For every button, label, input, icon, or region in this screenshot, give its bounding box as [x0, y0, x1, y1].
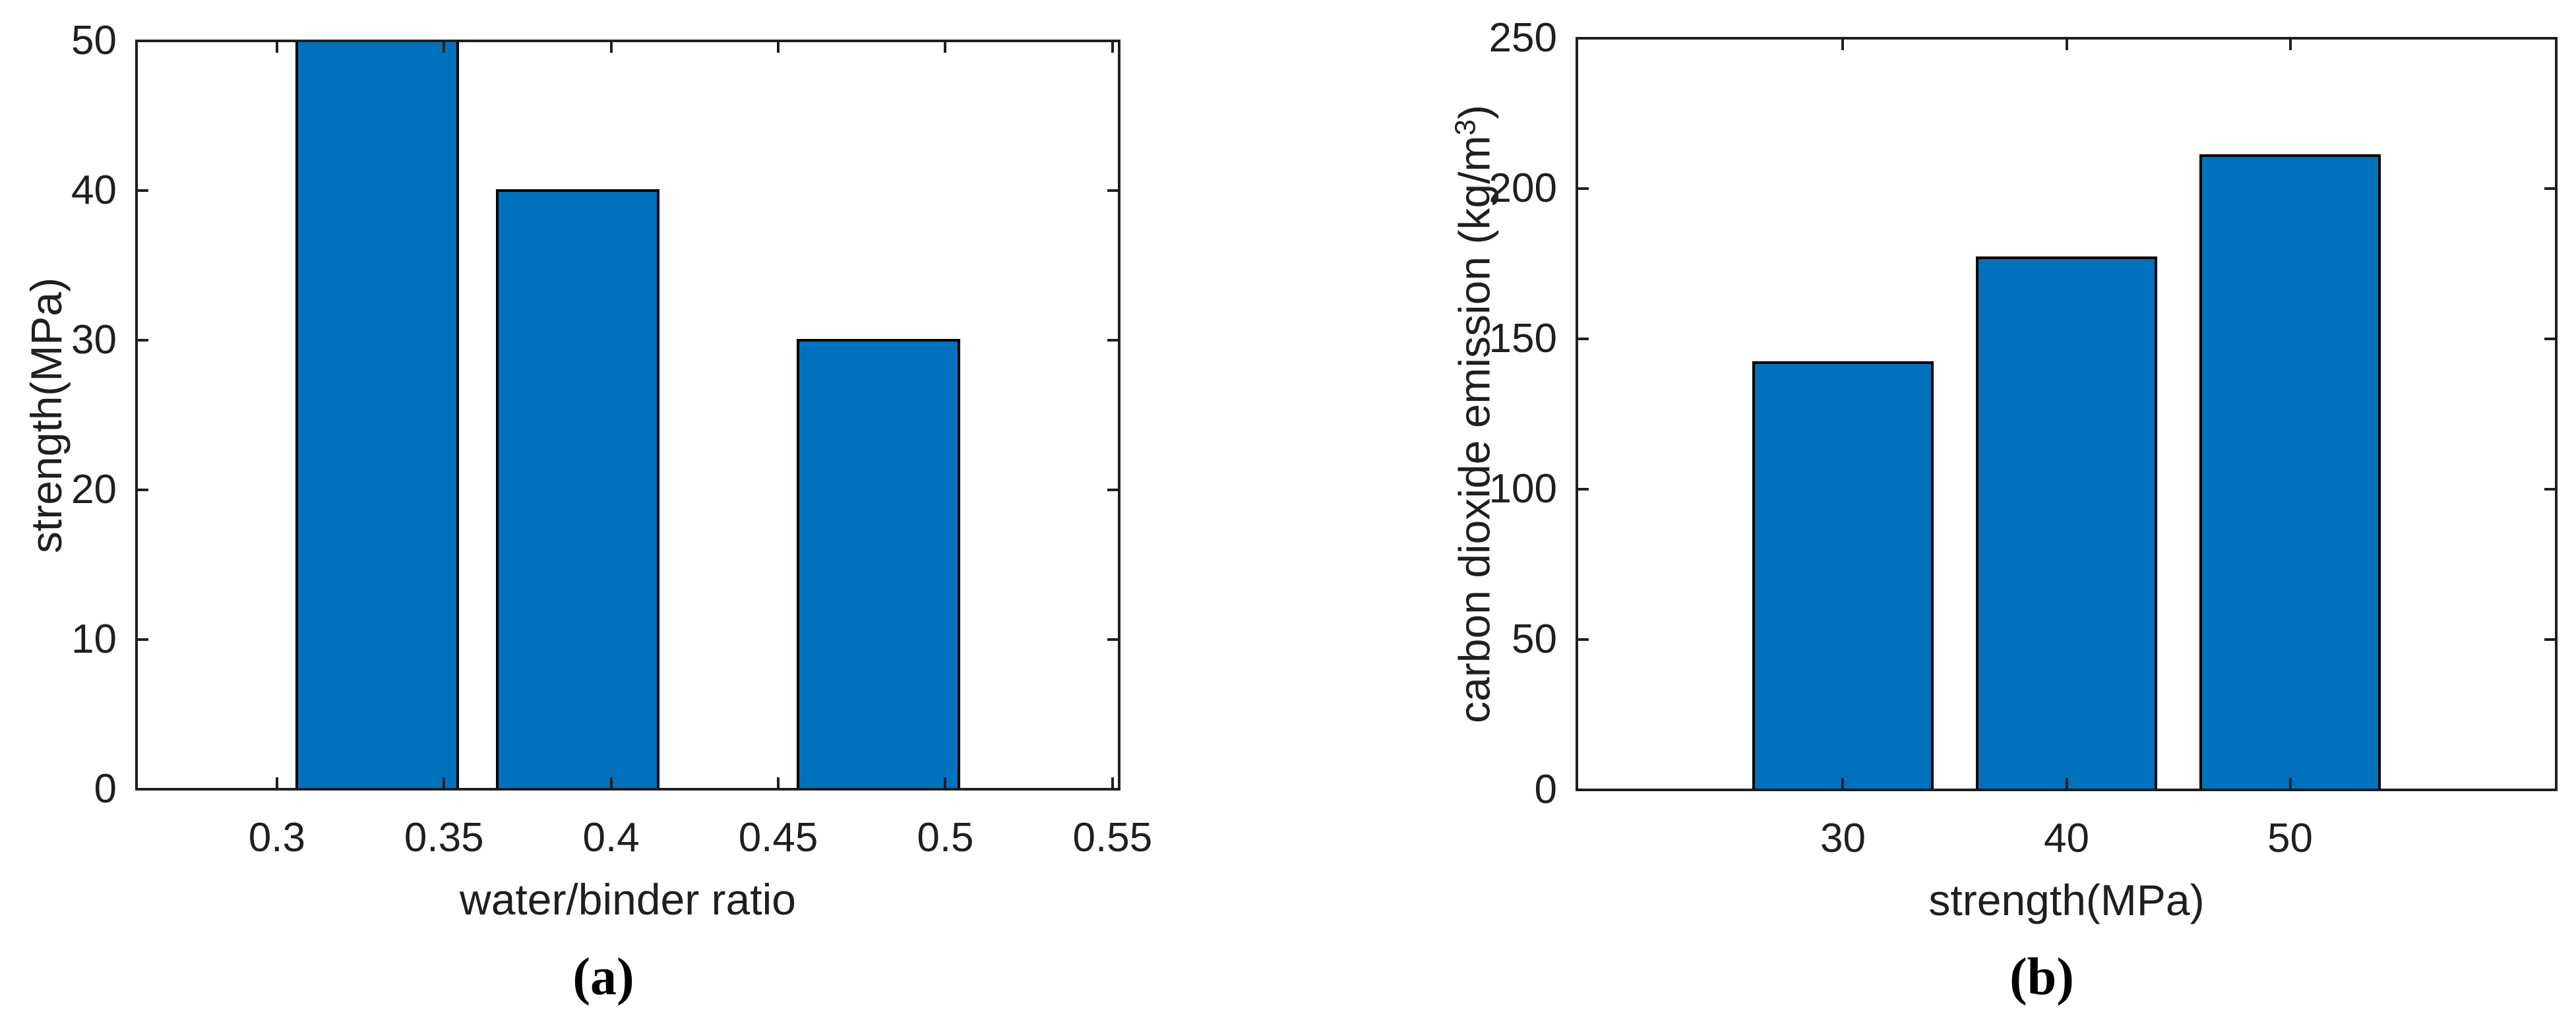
y-tick-mark-right [2544, 338, 2556, 340]
y-tick-mark-right [2544, 638, 2556, 641]
y-tick-mark-right [1107, 638, 1119, 641]
y-tick-label: 100 [1488, 466, 1557, 512]
y-tick-mark [1577, 338, 1589, 340]
y-tick-label: 250 [1488, 15, 1557, 61]
y-tick-mark [1577, 187, 1589, 190]
x-tick-label: 0.55 [1072, 815, 1153, 860]
x-tick-label: 0.45 [738, 815, 818, 860]
x-tick-label: 0.4 [582, 815, 640, 860]
y-tick-mark [1577, 789, 1589, 791]
x-tick-mark-top [944, 41, 947, 53]
bar-b-2 [1975, 256, 2158, 791]
x-axis-label-a: water/binder ratio [460, 875, 796, 924]
bar-a-1 [295, 40, 459, 791]
y-tick-label: 20 [71, 467, 117, 512]
y-tick-mark-right [1107, 40, 1119, 42]
x-tick-mark [1841, 778, 1845, 790]
x-tick-label: 50 [2267, 816, 2314, 861]
x-tick-label: 30 [1820, 816, 1866, 861]
bar-b-3 [2199, 154, 2381, 791]
caption-b: (b) [2009, 948, 2074, 1006]
x-tick-label: 0.5 [917, 815, 974, 860]
y-tick-label: 50 [1512, 616, 1557, 662]
x-tick-mark-top [1841, 38, 1845, 50]
x-tick-mark [2288, 778, 2292, 790]
y-tick-mark [137, 489, 148, 491]
x-tick-mark-top [1111, 41, 1114, 53]
x-tick-mark [275, 777, 278, 789]
x-tick-label: 40 [2044, 816, 2089, 861]
x-axis-label-b: strength(MPa) [1928, 876, 2205, 924]
axes-box-b [1576, 37, 2558, 791]
y-tick-label: 40 [71, 167, 117, 213]
y-tick-mark [137, 40, 148, 42]
y-tick-label: 0 [94, 766, 117, 812]
axes-box-a [135, 40, 1120, 791]
y-tick-mark [137, 189, 148, 192]
y-tick-label: 30 [71, 317, 117, 363]
y-tick-mark [137, 788, 148, 791]
y-tick-mark [1577, 638, 1589, 641]
x-tick-mark-top [2065, 38, 2068, 50]
x-tick-mark [609, 777, 613, 789]
y-tick-mark [1577, 37, 1589, 40]
y-tick-label: 150 [1488, 316, 1557, 361]
x-tick-mark [1111, 777, 1114, 789]
x-tick-mark [944, 777, 947, 789]
caption-a: (a) [572, 948, 634, 1006]
y-tick-mark-right [2544, 187, 2556, 190]
y-tick-mark-right [1107, 788, 1119, 791]
x-tick-label: 0.3 [248, 815, 305, 860]
y-tick-label: 50 [71, 18, 117, 63]
y-tick-mark-right [1107, 189, 1119, 192]
x-tick-mark-top [443, 41, 446, 53]
y-tick-mark-right [2544, 789, 2556, 791]
y-tick-mark-right [2544, 488, 2556, 491]
superscript: 3 [1449, 119, 1482, 136]
x-tick-mark [443, 777, 446, 789]
x-tick-label: 0.35 [404, 815, 484, 860]
y-tick-mark-right [2544, 37, 2556, 40]
bar-b-1 [1752, 361, 1934, 791]
y-tick-label: 10 [71, 616, 117, 662]
y-tick-mark-right [1107, 489, 1119, 491]
x-tick-mark [777, 777, 780, 789]
x-tick-mark-top [2288, 38, 2292, 50]
x-tick-mark-top [275, 41, 278, 53]
y-tick-label: 0 [1534, 767, 1557, 812]
y-tick-mark [1577, 488, 1589, 491]
y-tick-mark [137, 638, 148, 641]
x-tick-mark [2065, 778, 2068, 790]
y-tick-mark [137, 339, 148, 342]
x-tick-mark-top [777, 41, 780, 53]
y-tick-label: 200 [1488, 165, 1557, 211]
bar-a-2 [496, 189, 659, 791]
y-tick-mark-right [1107, 339, 1119, 342]
x-tick-mark-top [609, 41, 613, 53]
